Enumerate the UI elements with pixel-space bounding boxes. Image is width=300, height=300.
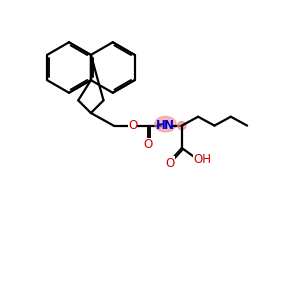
Text: H: H (156, 118, 166, 131)
Text: O: O (165, 157, 175, 170)
Text: O: O (143, 138, 152, 151)
Text: N: N (164, 118, 174, 131)
Ellipse shape (178, 122, 186, 130)
Text: O: O (128, 119, 137, 132)
Text: OH: OH (194, 153, 211, 166)
Ellipse shape (155, 116, 176, 132)
